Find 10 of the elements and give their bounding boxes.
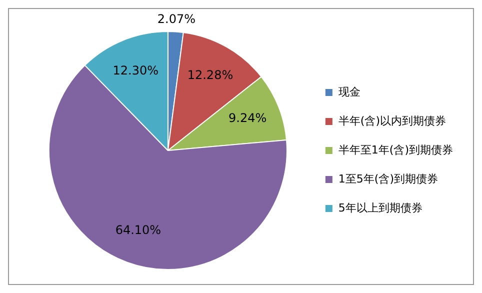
data-label: 2.07% <box>157 12 196 26</box>
data-label: 64.10% <box>115 222 162 237</box>
data-label: 12.30% <box>112 63 159 78</box>
data-label: 9.24% <box>228 110 267 125</box>
data-label: 12.28% <box>187 68 234 82</box>
legend-label: 5年以上到期债券 <box>338 201 422 214</box>
legend-label: 半年(含)以内到期债券 <box>338 114 446 128</box>
legend-label: 现金 <box>338 85 360 98</box>
legend-label: 半年至1年(含)到期债券 <box>338 143 454 156</box>
legend-label: 1至5年(含)到期债券 <box>338 172 438 186</box>
